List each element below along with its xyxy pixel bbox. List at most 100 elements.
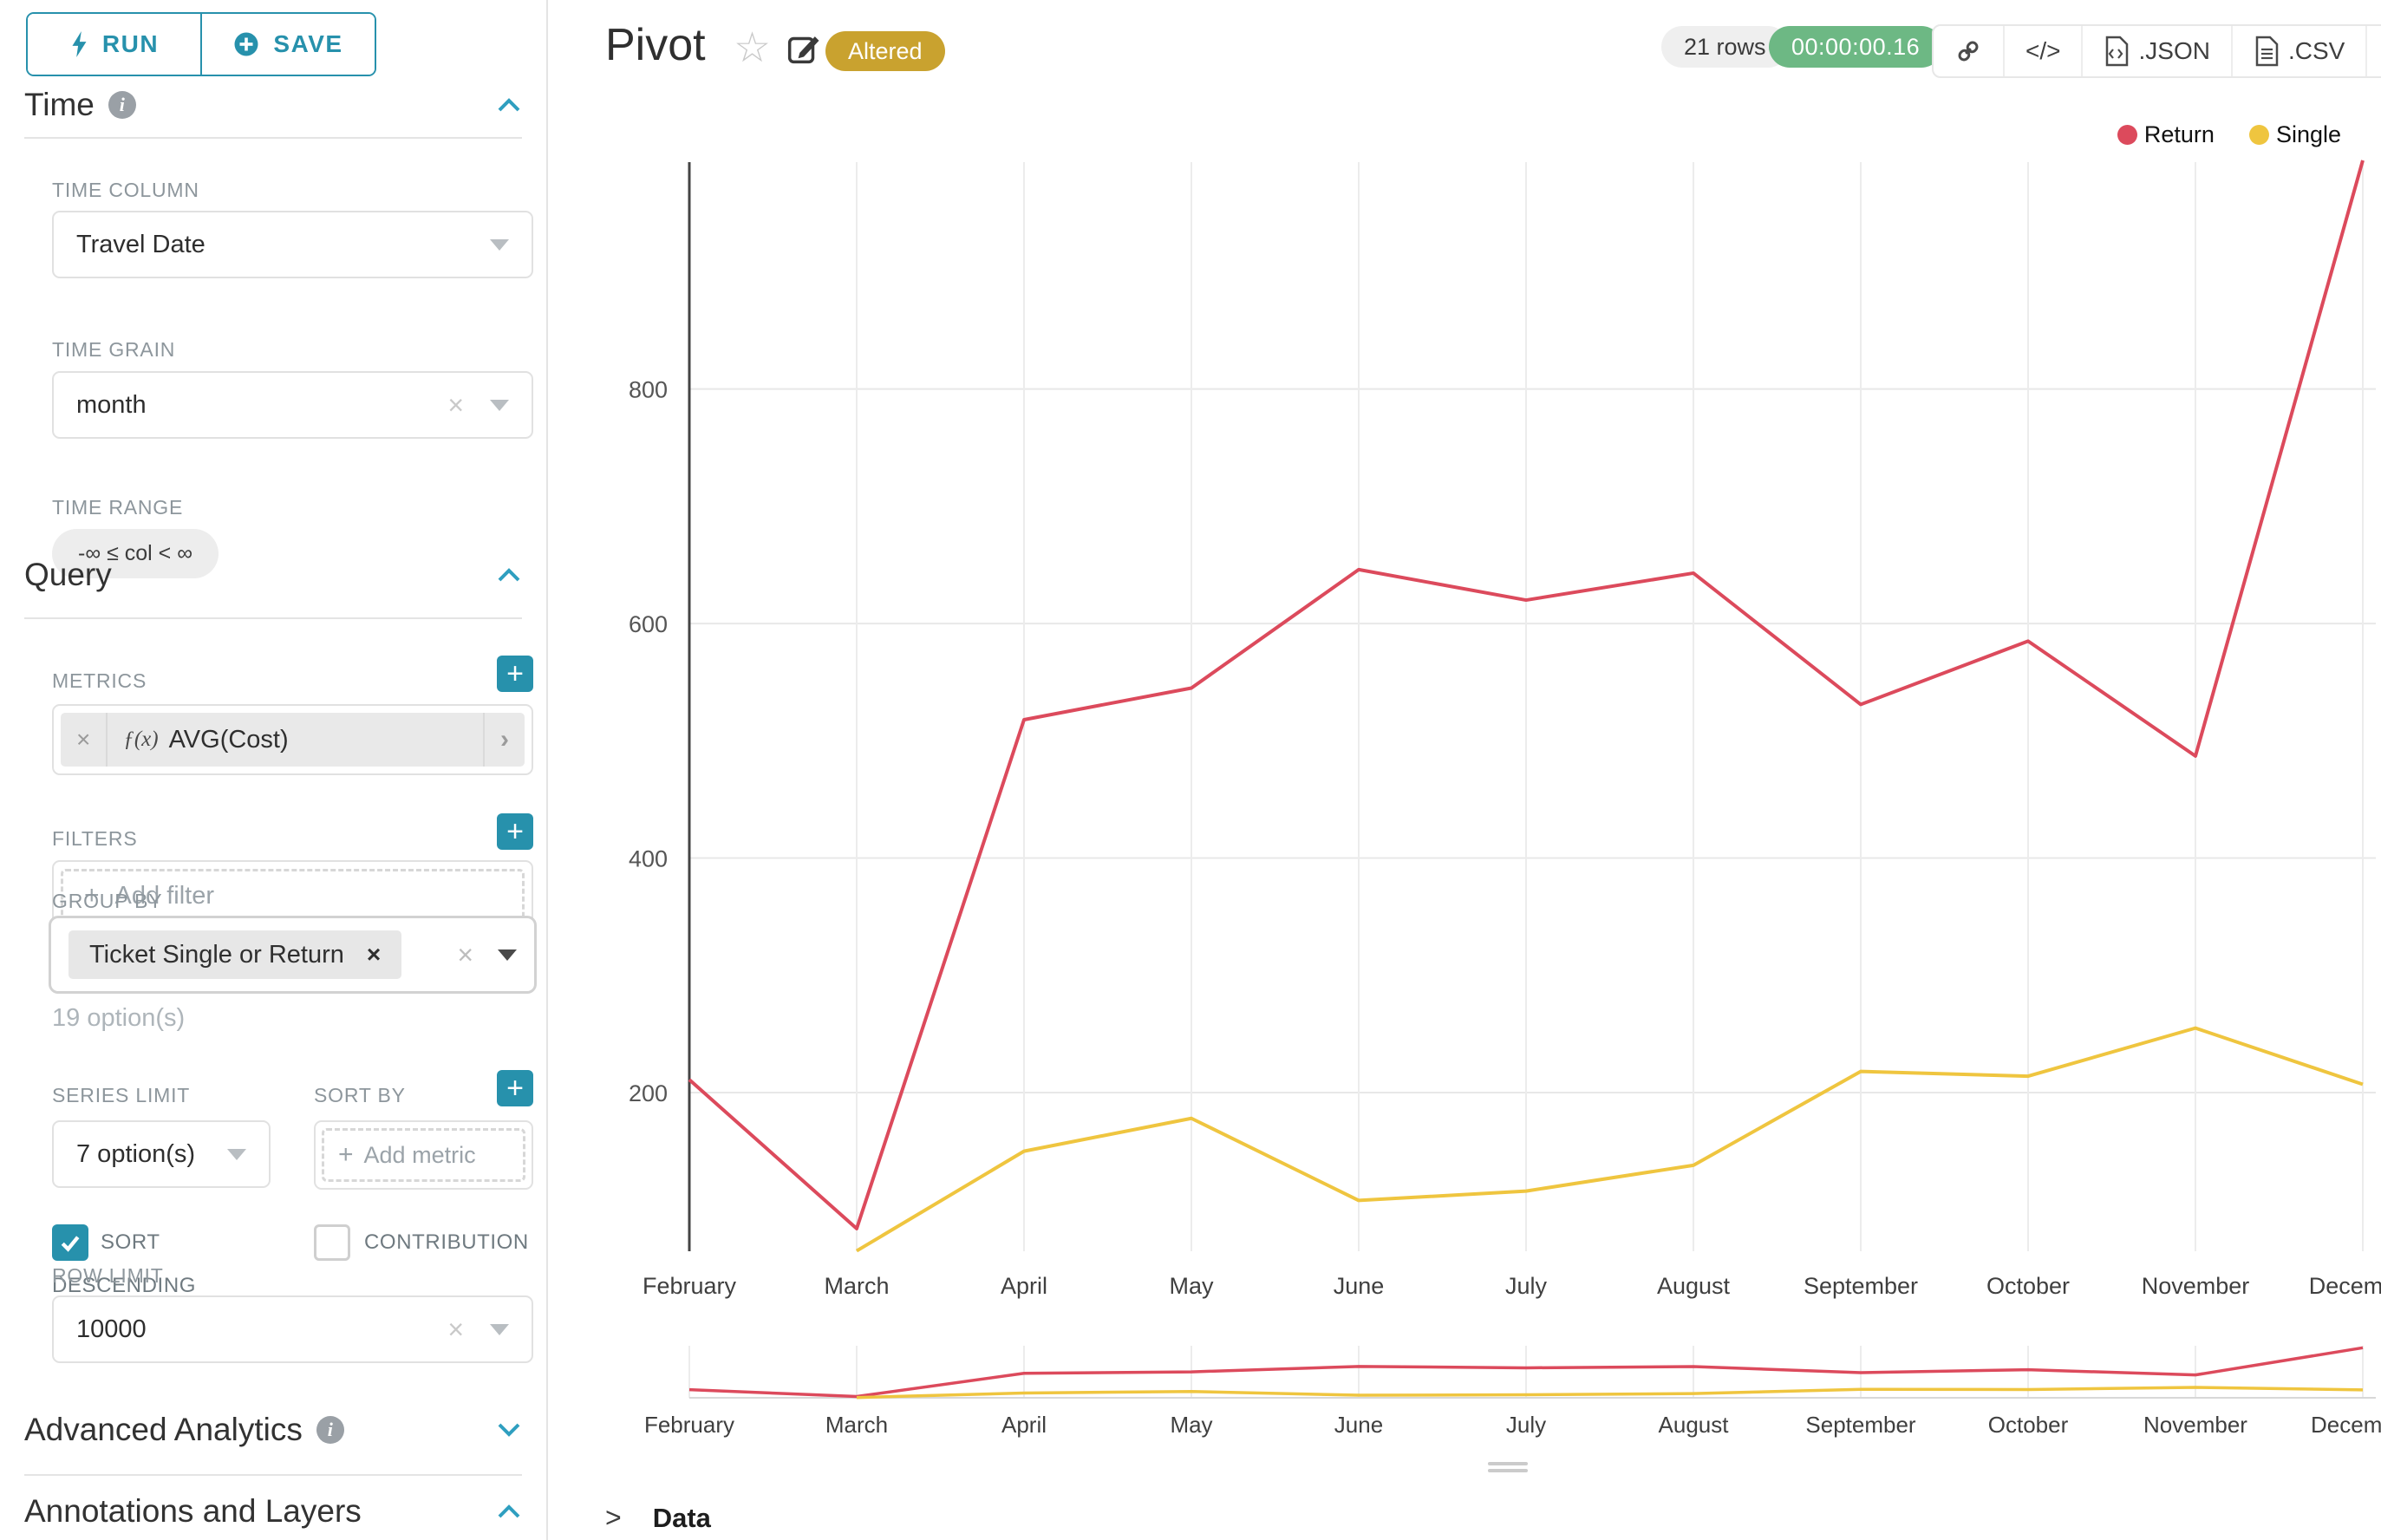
caret-down-icon	[490, 1323, 509, 1335]
section-divider	[24, 137, 522, 139]
x-tick-label: October	[1986, 1273, 2070, 1299]
time-column-value: Travel Date	[76, 230, 205, 258]
x-tick-label: August	[1657, 1273, 1731, 1299]
data-panel-toggle[interactable]: Data	[605, 1502, 711, 1534]
query-section-title: Query	[24, 557, 112, 592]
row-limit-select[interactable]: 10000	[52, 1295, 533, 1363]
annotations-title: Annotations and Layers	[24, 1493, 362, 1529]
x-tick-label: September	[1804, 1273, 1918, 1299]
chart-menu-button[interactable]	[2365, 26, 2381, 76]
metric-name: AVG(Cost)	[168, 725, 289, 754]
clear-icon[interactable]	[457, 941, 473, 969]
sort-by-field: Add metric	[314, 1120, 533, 1190]
edit-icon[interactable]	[786, 29, 822, 66]
export-csv-button[interactable]: .CSV	[2230, 26, 2365, 76]
share-link-button[interactable]	[1934, 26, 2003, 76]
link-icon	[1958, 41, 1979, 62]
mini-x-tick-label: November	[2143, 1412, 2247, 1438]
expand-metric-icon[interactable]: ›	[483, 713, 525, 767]
caret-down-icon	[490, 238, 509, 251]
options-count-hint: 19 option(s)	[52, 1004, 186, 1032]
mini-x-tick-label: July	[1506, 1412, 1546, 1438]
remove-tag-icon[interactable]	[367, 943, 381, 967]
mini-x-tick-label: March	[825, 1412, 888, 1438]
mini-series-line-return	[688, 1346, 2364, 1399]
x-tick-label: March	[824, 1273, 889, 1299]
control-panel-sidebar: RUN SAVE Time i TIME COLUMN Travel Date	[0, 0, 548, 1540]
legend-item-return[interactable]: Return	[2117, 121, 2215, 148]
export-json-button[interactable]: .JSON	[2081, 26, 2230, 76]
info-icon: i	[316, 1416, 344, 1444]
range-drag-handle[interactable]	[1488, 1462, 1528, 1465]
add-metric-plus-button[interactable]	[497, 656, 533, 692]
legend-item-single[interactable]: Single	[2248, 121, 2341, 148]
save-button-label: SAVE	[273, 30, 343, 57]
clear-icon[interactable]	[447, 391, 464, 419]
row-count-badge: 21 rows	[1661, 26, 1789, 68]
metric-content: ƒ(x) AVG(Cost)	[106, 713, 303, 767]
legend-label: Single	[2275, 121, 2341, 147]
legend-dot	[2117, 125, 2137, 145]
chevron-up-icon[interactable]	[496, 566, 522, 584]
series-limit-value: 7 option(s)	[76, 1139, 196, 1168]
time-range-pill[interactable]: -∞ ≤ col < ∞	[52, 529, 219, 578]
time-column-select[interactable]: Travel Date	[52, 211, 533, 278]
mini-x-tick-label: October	[1988, 1412, 2069, 1438]
x-tick-label: April	[1001, 1273, 1047, 1299]
remove-metric-icon[interactable]	[61, 713, 106, 767]
group-by-select[interactable]: Ticket Single or Return	[49, 916, 537, 994]
time-section-title: Time	[24, 87, 95, 122]
y-tick-label: 600	[629, 611, 668, 637]
time-section-header[interactable]: Time i	[24, 87, 522, 123]
chevron-down-icon[interactable]	[496, 1421, 522, 1439]
plus-circle-icon	[234, 32, 258, 56]
mini-x-tick-label: December	[2311, 1412, 2381, 1438]
sort-descending-checkbox[interactable]	[52, 1224, 88, 1261]
time-grain-value: month	[76, 390, 147, 419]
advanced-analytics-title: Advanced Analytics	[24, 1412, 303, 1447]
group-by-label: GROUP BY	[52, 890, 163, 912]
advanced-analytics-header[interactable]: Advanced Analytics i	[24, 1412, 522, 1448]
x-tick-label: May	[1169, 1273, 1214, 1299]
save-button[interactable]: SAVE	[200, 14, 375, 75]
run-save-button-group: RUN SAVE	[26, 12, 376, 76]
add-metric-label: Add metric	[363, 1141, 476, 1168]
line-chart[interactable]: 200 400 600 800 February February March March Ap…	[546, 0, 2381, 1540]
series-line-single	[855, 1026, 2364, 1253]
time-grain-select[interactable]: month	[52, 371, 533, 439]
mini-series-line-single	[856, 1386, 2364, 1400]
embed-code-button[interactable]: </>	[2003, 26, 2081, 76]
add-sort-metric-button[interactable]: Add metric	[322, 1128, 525, 1182]
chevron-up-icon[interactable]	[496, 1503, 522, 1520]
mini-x-tick-label: April	[1001, 1412, 1047, 1438]
x-tick-label: December	[2309, 1273, 2381, 1299]
x-tick-label: June	[1334, 1273, 1385, 1299]
query-timer-badge: 00:00:00.16	[1769, 26, 1943, 68]
time-grain-label: TIME GRAIN	[52, 338, 176, 361]
mini-x-tick-label: September	[1805, 1412, 1916, 1438]
chart-legend: Return Single	[2117, 121, 2341, 148]
annotations-header[interactable]: Annotations and Layers	[24, 1493, 522, 1530]
favorite-star-icon[interactable]: ☆	[734, 25, 772, 71]
lightning-bolt-icon	[72, 30, 87, 58]
chevron-up-icon[interactable]	[496, 96, 522, 114]
contribution-checkbox[interactable]	[314, 1224, 350, 1261]
sort-descending-label: SORT DESCENDING	[52, 1230, 197, 1297]
series-limit-label: SERIES LIMIT	[52, 1084, 191, 1106]
altered-badge[interactable]: Altered	[825, 31, 945, 71]
clear-icon[interactable]	[447, 1315, 464, 1343]
metric-pill[interactable]: ƒ(x) AVG(Cost) ›	[61, 713, 525, 767]
query-section-header[interactable]: Query	[24, 557, 522, 593]
series-limit-select[interactable]: 7 option(s)	[52, 1120, 271, 1188]
chart-actions-toolbar: </> .JSON .CSV	[1932, 24, 2381, 78]
range-drag-handle[interactable]	[1488, 1469, 1528, 1472]
legend-label: Return	[2143, 121, 2215, 147]
run-button[interactable]: RUN	[28, 14, 200, 75]
filters-label: FILTERS	[52, 827, 138, 850]
add-filter-plus-button[interactable]	[497, 813, 533, 850]
code-icon: </>	[2025, 37, 2061, 64]
group-by-tag[interactable]: Ticket Single or Return	[68, 930, 402, 979]
legend-dot	[2248, 125, 2269, 145]
add-sort-metric-plus-button[interactable]	[497, 1070, 533, 1106]
file-code-icon	[2106, 36, 2129, 67]
